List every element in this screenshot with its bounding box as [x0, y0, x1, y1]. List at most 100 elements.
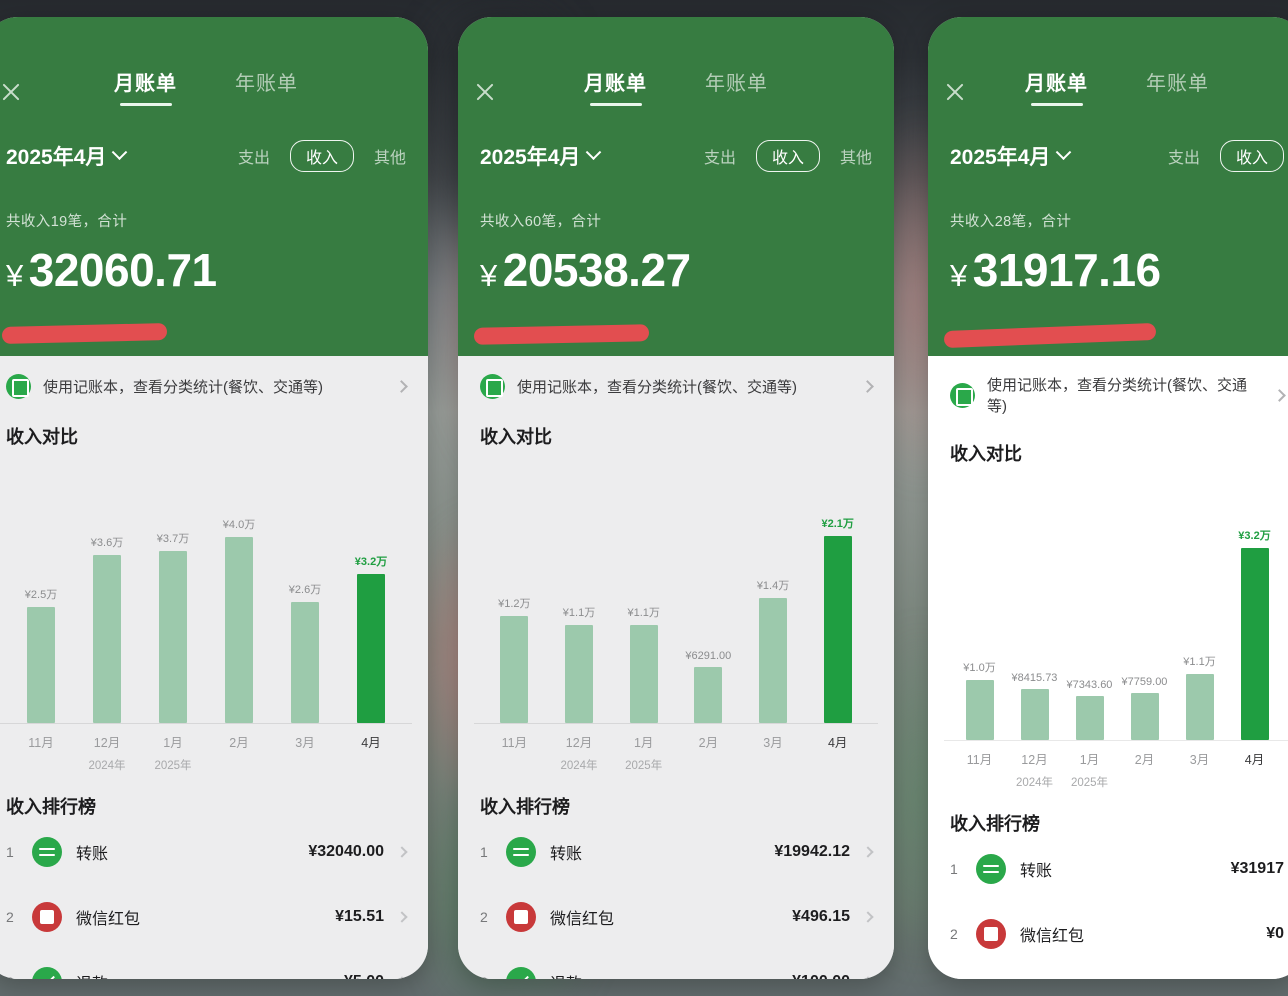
- bill-header: 月账单 年账单 2025年4月 支出 收入 其他 共收入19笔，合计 ¥32060.71: [0, 17, 428, 356]
- tab-bar: 月账单 年账单: [6, 17, 406, 106]
- table-row[interactable]: 3 退款 ¥100.00: [480, 949, 874, 980]
- rank-item-amount: ¥100.00: [792, 973, 850, 980]
- rank-item-name: 转账: [1020, 862, 1053, 880]
- chart-bar-column: ¥7759.00: [1117, 502, 1172, 740]
- table-row[interactable]: 1 转账 ¥31917: [950, 836, 1284, 901]
- amount-value: 32060.71: [28, 244, 217, 296]
- rank-section-title: 收入排行榜: [480, 797, 570, 817]
- segment-expense[interactable]: 支出: [1167, 150, 1200, 167]
- chart-x-label: 4月: [827, 736, 848, 750]
- tab-bar: 月账单 年账单: [950, 17, 1284, 106]
- rank-number: 1: [480, 843, 488, 860]
- chart-bar: [1130, 693, 1159, 740]
- tab-yearly-bill[interactable]: 年账单: [1146, 73, 1209, 95]
- chart-bar-label: ¥3.2万: [354, 555, 388, 568]
- chart-bar-label: ¥7759.00: [1121, 676, 1168, 689]
- month-selector[interactable]: 2025年4月: [480, 141, 602, 171]
- close-icon[interactable]: [942, 79, 968, 105]
- table-row[interactable]: 2 微信红包 ¥0: [950, 901, 1284, 966]
- chart-bar: [27, 606, 55, 723]
- chart-year-label: [952, 774, 1007, 790]
- chart-bar: [1020, 689, 1049, 740]
- close-icon[interactable]: [0, 79, 24, 105]
- chart-bar: [291, 601, 319, 723]
- chart-bar-column: ¥2.1万: [805, 485, 870, 723]
- transfer-icon: [506, 836, 536, 867]
- month-selector-label: 2025年4月: [950, 146, 1051, 169]
- chart-bar-column: ¥1.4万: [741, 485, 806, 723]
- chart-bar-column: ¥4.0万: [206, 485, 272, 723]
- currency-symbol: ¥: [480, 258, 497, 293]
- table-row[interactable]: 2 微信红包 ¥15.51: [6, 884, 408, 949]
- chart-x-labels: 11月 12月 1月 2月 3月 4月: [482, 732, 870, 751]
- total-amount: ¥20538.27: [480, 243, 872, 297]
- ledger-promo-text: 使用记账本，查看分类统计(餐饮、交通等): [987, 377, 1247, 415]
- chart-bar: [1240, 547, 1269, 740]
- chart-axis-line: [474, 723, 878, 724]
- chart-year-label: 2024年: [88, 760, 126, 772]
- chart-x-label: 11月: [501, 736, 528, 750]
- segment-other[interactable]: 其他: [839, 150, 872, 167]
- chart-bars: ¥1.0万 ¥8415.73 ¥7343.60 ¥7759.00 ¥1.1万 ¥3.2万: [952, 502, 1282, 740]
- table-row[interactable]: 1 转账 ¥19942.12: [480, 819, 874, 884]
- tab-yearly-bill[interactable]: 年账单: [705, 73, 768, 95]
- bill-header: 月账单 年账单 2025年4月 支出 收入 共收入28笔，合计 ¥31917.16: [928, 17, 1288, 356]
- tab-yearly-bill[interactable]: 年账单: [235, 73, 298, 95]
- chevron-right-icon: [396, 845, 408, 858]
- chart-bar-label: ¥1.2万: [498, 598, 531, 611]
- ledger-promo-banner[interactable]: 使用记账本，查看分类统计(餐饮、交通等): [458, 356, 894, 415]
- tab-monthly-bill[interactable]: 月账单: [584, 67, 647, 106]
- table-row[interactable]: 1 转账 ¥32040.00: [6, 819, 408, 884]
- chart-x-label: 12月: [1021, 753, 1048, 767]
- rank-number: 2: [950, 925, 958, 942]
- segment-expense[interactable]: 支出: [237, 150, 270, 167]
- tab-monthly-bill[interactable]: 月账单: [1025, 67, 1088, 106]
- segment-income[interactable]: 收入: [1219, 140, 1284, 172]
- ledger-promo-banner[interactable]: 使用记账本，查看分类统计(餐饮、交通等): [0, 356, 428, 415]
- chart-bar-label: ¥1.1万: [627, 606, 660, 619]
- bill-body: 使用记账本，查看分类统计(餐饮、交通等) 收入对比 ¥1.2万 ¥1.1万 ¥1.1万 ¥…: [458, 356, 894, 979]
- tab-monthly-bill[interactable]: 月账单: [114, 67, 177, 106]
- table-row[interactable]: 3 退款 ¥5.00: [6, 949, 408, 979]
- close-icon[interactable]: [472, 79, 498, 105]
- segment-other[interactable]: 其他: [373, 150, 406, 167]
- chart-bar: [93, 555, 121, 723]
- rank-item-amount: ¥19942.12: [774, 842, 850, 860]
- chart-year-label: 2025年: [625, 760, 663, 772]
- segment-expense[interactable]: 支出: [703, 150, 736, 167]
- chart-axis-line: [944, 740, 1288, 741]
- segment-income[interactable]: 收入: [755, 140, 820, 172]
- chart-bar-label: ¥7343.60: [1066, 678, 1113, 691]
- ledger-promo-banner[interactable]: 使用记账本，查看分类统计(餐饮、交通等): [928, 356, 1288, 432]
- chart-x-label: 12月: [93, 736, 121, 750]
- refund-icon: [506, 966, 536, 979]
- month-selector[interactable]: 2025年4月: [950, 141, 1072, 171]
- income-rank-list: 1 转账 ¥32040.00 2 微信红包 ¥15.51 3 退款 ¥5.00: [0, 819, 428, 979]
- chevron-down-icon: [112, 143, 128, 160]
- chart-year-label: [1172, 774, 1227, 790]
- chevron-right-icon: [1273, 388, 1286, 402]
- chart-bar-label: ¥3.2万: [1238, 529, 1271, 542]
- chart-bar: [565, 624, 593, 723]
- chart-bar-label: ¥2.1万: [821, 517, 854, 530]
- chart-year-label: [206, 757, 272, 773]
- chart-bars: ¥2.5万 ¥3.6万 ¥3.7万 ¥4.0万 ¥2.6万 ¥3.2万: [8, 485, 404, 723]
- chart-year-label: [741, 757, 806, 773]
- chart-bar-label: ¥8415.73: [1011, 672, 1058, 685]
- summary-label: 共收入60笔，合计: [480, 214, 602, 230]
- chart-bar-label: ¥1.4万: [756, 580, 790, 593]
- chart-bar: [629, 624, 658, 723]
- income-rank-list: 1 转账 ¥19942.12 2 微信红包 ¥496.15 3 退款 ¥100.00: [458, 819, 894, 979]
- chart-section-title: 收入对比: [6, 427, 78, 447]
- table-row[interactable]: 2 微信红包 ¥496.15: [480, 884, 874, 949]
- chart-year-label: [482, 757, 547, 773]
- chart-bar: [159, 550, 187, 723]
- month-selector[interactable]: 2025年4月: [6, 141, 128, 171]
- chevron-right-icon: [861, 380, 874, 393]
- segment-income[interactable]: 收入: [289, 140, 354, 172]
- chart-x-label: 11月: [966, 753, 993, 767]
- notebook-icon: [6, 374, 31, 399]
- total-amount: ¥32060.71: [6, 243, 406, 297]
- red-highlight-marker: [1, 322, 168, 345]
- amount-value: 31917.16: [972, 244, 1161, 296]
